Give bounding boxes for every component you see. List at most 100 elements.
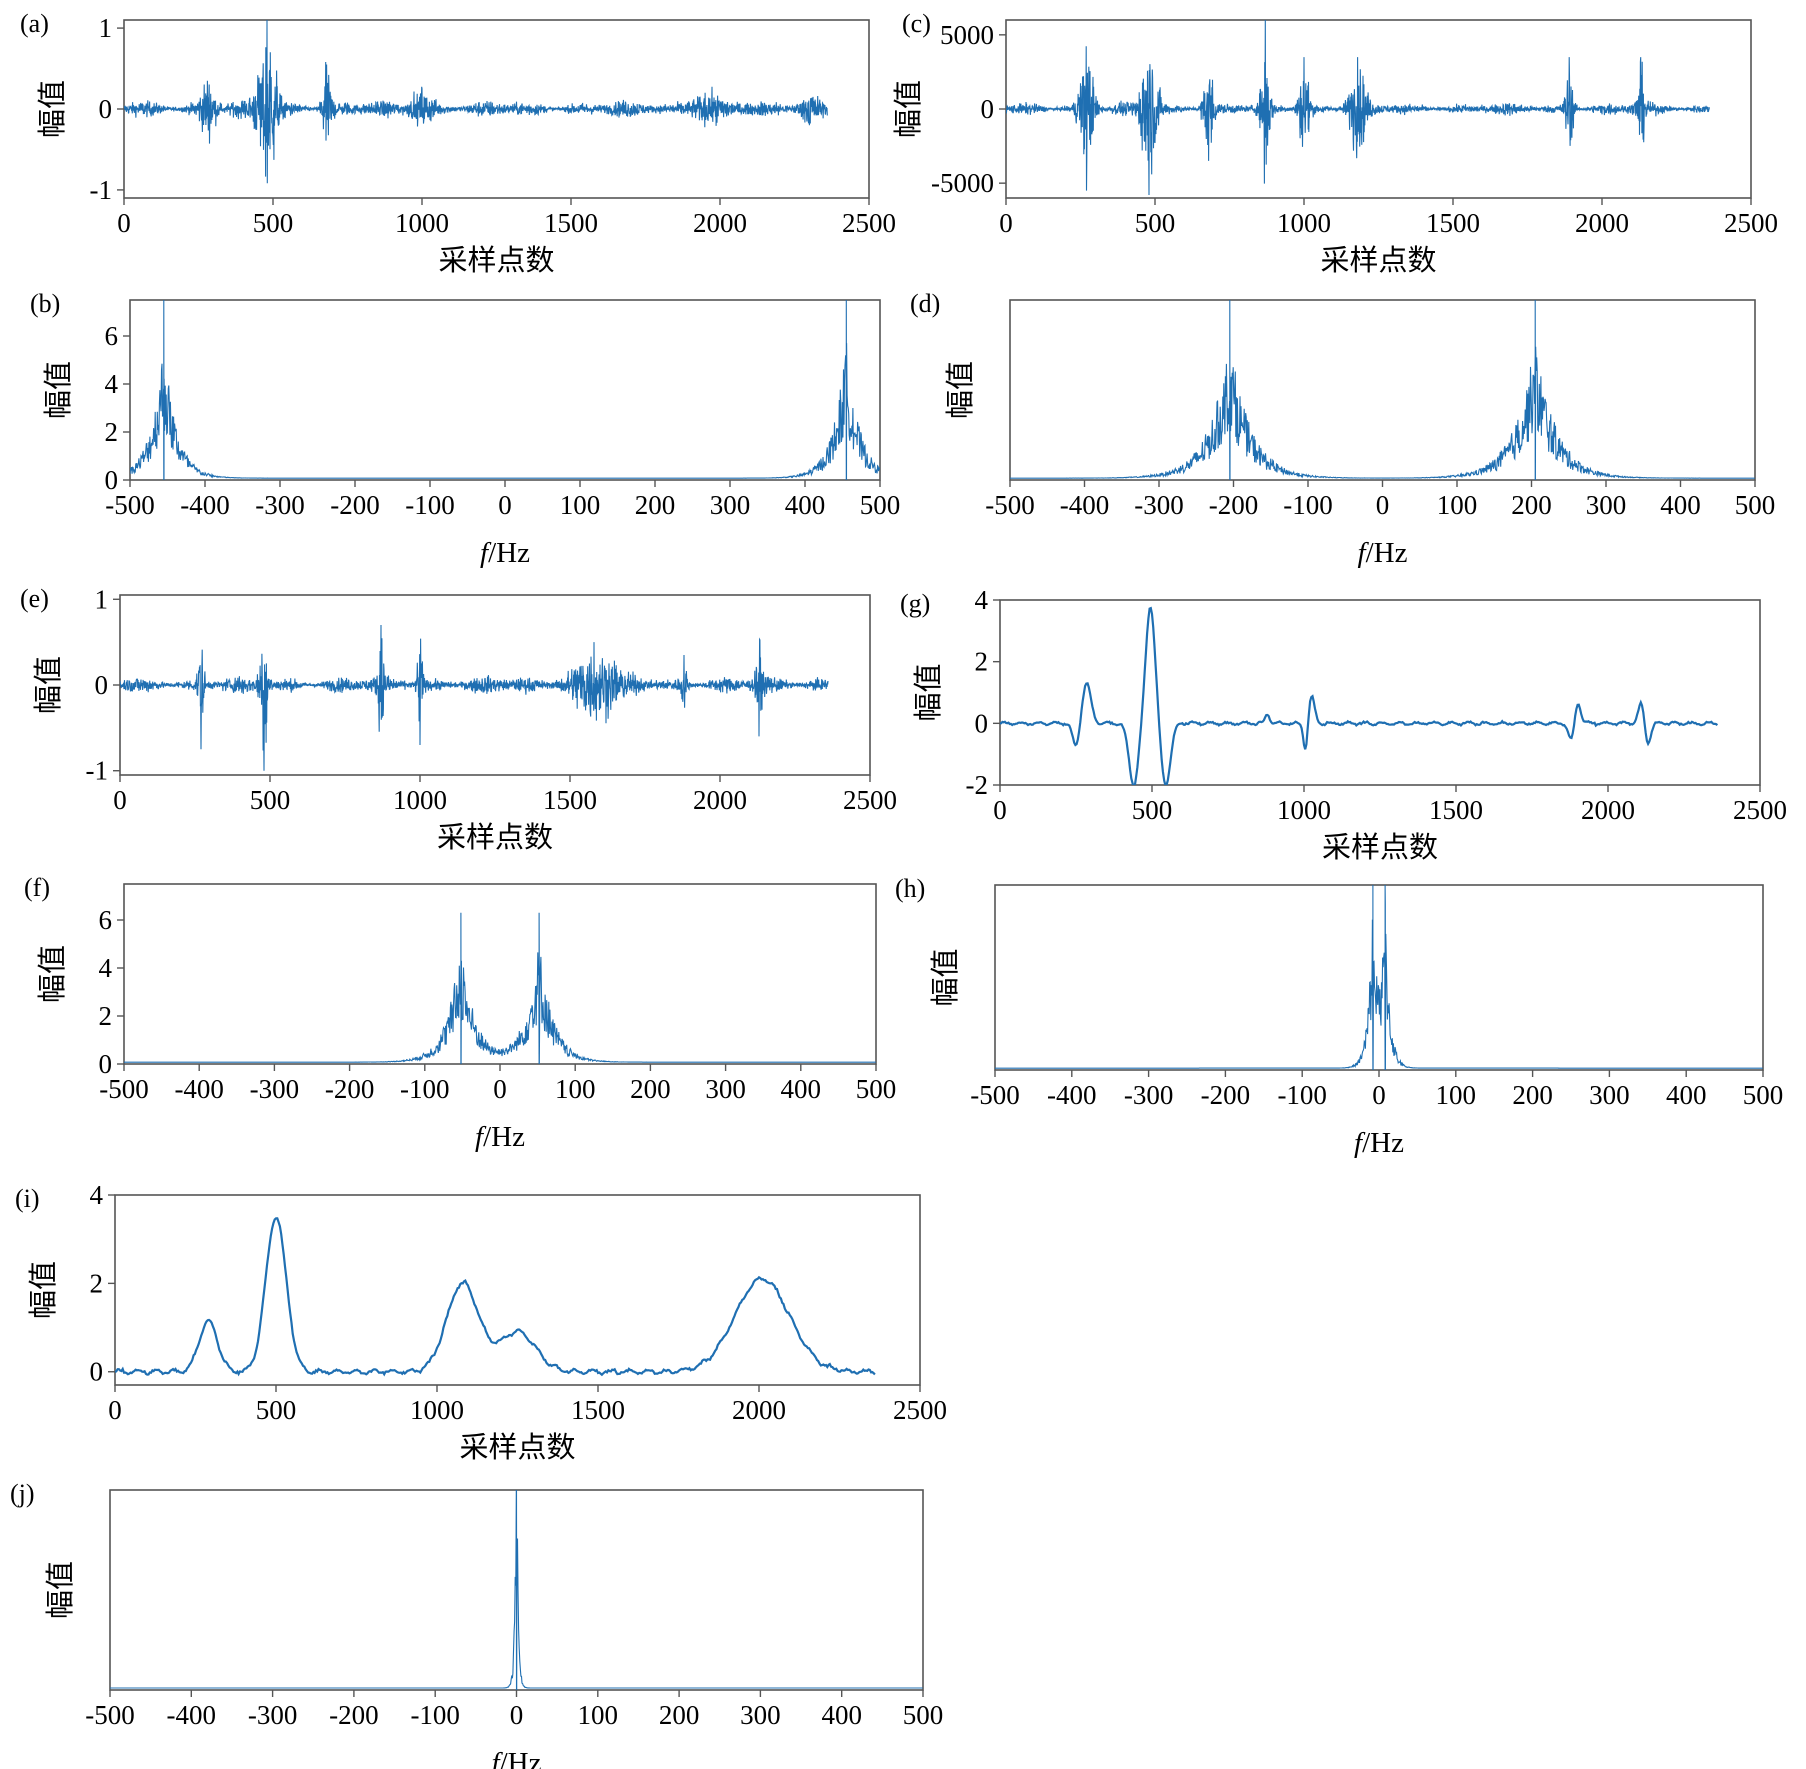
y-tick-label: 4 — [90, 1180, 104, 1210]
y-tick-label: -2 — [966, 770, 989, 800]
y-tick-label: 6 — [105, 321, 119, 351]
x-tick-label: 500 — [250, 785, 291, 815]
x-tick-label: 100 — [555, 1074, 596, 1104]
x-tick-label: 2500 — [842, 208, 896, 238]
x-tick-label: 2500 — [843, 785, 897, 815]
x-tick-label: 0 — [117, 208, 131, 238]
x-tick-label: 300 — [710, 490, 751, 520]
x-tick-label: 1000 — [410, 1395, 464, 1425]
series-line — [110, 1490, 923, 1690]
series-line — [115, 1217, 876, 1377]
x-tick-label: 2000 — [693, 208, 747, 238]
x-tick-label: -200 — [330, 490, 380, 520]
panel-label: (c) — [902, 9, 931, 38]
x-tick-label: 100 — [578, 1700, 619, 1730]
x-tick-label: 200 — [630, 1074, 671, 1104]
x-tick-label: 400 — [781, 1074, 822, 1104]
x-tick-label: -300 — [1134, 490, 1184, 520]
x-tick-label: 300 — [1586, 490, 1627, 520]
panel-b: -500 -400 -300 -200 -100 0 100 200 300 400 500 0 2 4 6… — [30, 289, 900, 569]
x-tick-label: 1500 — [543, 785, 597, 815]
x-tick-label: 1500 — [1429, 795, 1483, 825]
y-tick-label: 4 — [105, 369, 119, 399]
panel-label: (b) — [30, 289, 60, 318]
panel-d: -500 -400 -300 -200 -100 0 100 200 300 400 500 (d) 幅… — [910, 289, 1775, 569]
panel-j: -500 -400 -300 -200 -100 0 100 200 300 400 500 (j) 幅… — [10, 1479, 943, 1769]
y-tick-label: 1 — [99, 13, 113, 43]
x-tick-label: -400 — [1060, 490, 1110, 520]
y-tick-label: 0 — [975, 708, 989, 738]
y-tick-label: 0 — [981, 94, 995, 124]
y-tick-label: -1 — [86, 756, 109, 786]
x-tick-label: -300 — [248, 1700, 298, 1730]
x-tick-label: 500 — [256, 1395, 297, 1425]
x-tick-label: -500 — [105, 490, 155, 520]
y-axis-label: 幅值 — [36, 945, 69, 1003]
panel-label: (h) — [895, 874, 925, 903]
x-tick-label: 500 — [860, 490, 901, 520]
panel-label: (g) — [900, 589, 930, 618]
x-axis-label: f/Hz — [1354, 1127, 1404, 1159]
y-axis-label: 幅值 — [892, 80, 925, 138]
x-tick-label: -500 — [985, 490, 1035, 520]
x-tick-label: -200 — [1201, 1080, 1251, 1110]
x-tick-label: -200 — [1209, 490, 1259, 520]
x-tick-label: -400 — [180, 490, 230, 520]
y-axis-label: 幅值 — [929, 948, 962, 1006]
x-tick-label: 200 — [635, 490, 676, 520]
x-tick-label: 400 — [1666, 1080, 1707, 1110]
y-tick-label: 0 — [105, 465, 119, 495]
x-tick-label: 0 — [510, 1700, 524, 1730]
x-tick-label: 2500 — [1733, 795, 1787, 825]
x-tick-label: 300 — [1589, 1080, 1630, 1110]
x-tick-label: 200 — [1512, 1080, 1553, 1110]
x-tick-label: 0 — [493, 1074, 507, 1104]
x-tick-label: -300 — [255, 490, 305, 520]
y-axis-label: 幅值 — [42, 361, 75, 419]
x-axis-label: f/Hz — [480, 537, 530, 569]
x-tick-label: 500 — [1743, 1080, 1784, 1110]
y-axis-label: 幅值 — [27, 1261, 60, 1319]
series-line — [1010, 300, 1755, 480]
y-tick-label: 4 — [99, 953, 113, 983]
x-tick-label: 1000 — [1277, 795, 1331, 825]
y-tick-label: 2 — [90, 1268, 104, 1298]
x-tick-label: -500 — [99, 1074, 149, 1104]
x-tick-label: 2000 — [1581, 795, 1635, 825]
plot-frame — [994, 884, 1764, 1071]
x-tick-label: 2000 — [732, 1395, 786, 1425]
panel-label: (i) — [15, 1184, 40, 1213]
x-axis-label: 采样点数 — [1320, 244, 1436, 277]
y-axis-label: 幅值 — [36, 80, 69, 138]
y-tick-label: 5000 — [940, 20, 994, 50]
x-tick-label: -300 — [250, 1074, 300, 1104]
x-tick-label: 500 — [903, 1700, 944, 1730]
panel-label: (d) — [910, 289, 940, 318]
x-tick-label: 2500 — [1724, 208, 1778, 238]
series-line — [124, 20, 828, 184]
y-axis-label: 幅值 — [912, 663, 945, 721]
panel-h: -500 -400 -300 -200 -100 0 100 200 300 400 500 (h) 幅… — [895, 874, 1783, 1159]
plot-frame — [123, 883, 877, 1065]
x-tick-label: 1000 — [1277, 208, 1331, 238]
x-tick-label: 0 — [993, 795, 1007, 825]
x-tick-label: 100 — [1437, 490, 1478, 520]
x-axis-label: f/Hz — [475, 1121, 525, 1153]
x-tick-label: -200 — [329, 1700, 379, 1730]
plot-frame — [114, 1194, 921, 1386]
y-tick-label: 2 — [105, 417, 119, 447]
series-line — [120, 624, 829, 771]
y-tick-label: 0 — [99, 1049, 113, 1079]
y-tick-label: 0 — [99, 94, 113, 124]
panel-label: (e) — [20, 584, 49, 613]
x-tick-label: 200 — [1511, 490, 1552, 520]
x-tick-label: -400 — [167, 1700, 217, 1730]
series-line — [130, 300, 880, 480]
plot-frame — [999, 599, 1761, 786]
